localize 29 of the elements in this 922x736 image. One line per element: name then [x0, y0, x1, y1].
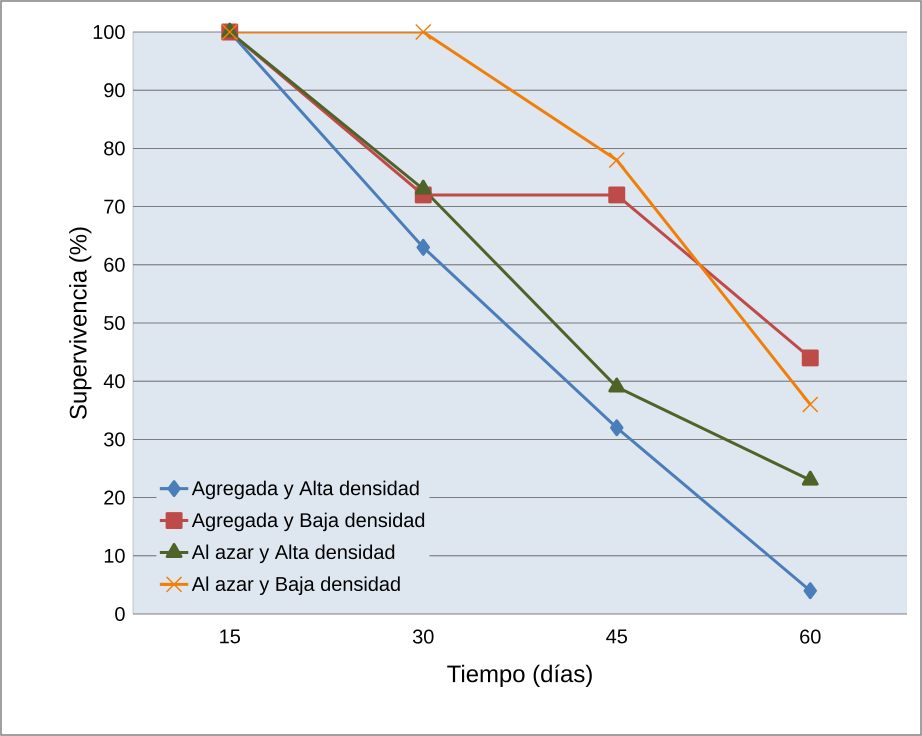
y-tick-label: 0: [115, 606, 125, 622]
y-tick-label: 100: [94, 24, 125, 40]
point: [610, 419, 624, 436]
point: [415, 24, 432, 40]
legend-label: Agregada y Baja densidad: [192, 512, 424, 532]
legend-label: Agregada y Alta densidad: [192, 480, 419, 500]
x-axis-title: Tiempo (días): [447, 664, 592, 688]
y-tick-label: 50: [104, 316, 125, 330]
y-tick-label: 10: [104, 548, 125, 563]
y-tick-label: 70: [104, 200, 125, 214]
point: [802, 349, 819, 366]
y-tick-label: 40: [104, 374, 125, 388]
point: [804, 582, 817, 600]
y-tick-label: 60: [104, 258, 125, 272]
y-tick-label: 80: [104, 141, 125, 156]
y-tick-label: 90: [104, 83, 125, 98]
x-tick-label: 45: [606, 630, 627, 644]
x-tick-label: 30: [412, 630, 434, 644]
point: [608, 152, 625, 168]
point: [802, 396, 818, 412]
x-tick-label: 15: [220, 630, 240, 644]
y-tick-label: 30: [104, 432, 125, 446]
point: [608, 186, 626, 204]
y-axis-title: Supervivencia (%): [69, 228, 92, 419]
legend-label: Al azar y Baja densidad: [192, 576, 400, 595]
point: [416, 238, 430, 256]
y-tick-label: 20: [104, 490, 125, 505]
x-tick-label: 60: [800, 630, 821, 644]
legend-label: Al azar y Alta densidad: [192, 544, 394, 564]
